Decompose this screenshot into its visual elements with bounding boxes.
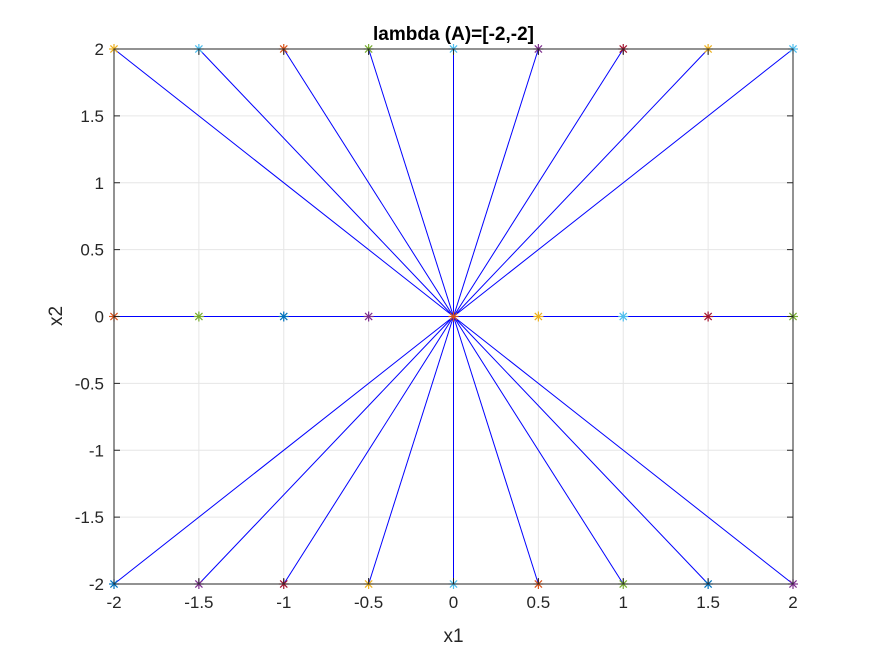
- trajectory-line: [453, 316, 624, 585]
- axis-ticks: [113, 48, 794, 585]
- trajectory-line: [368, 316, 454, 585]
- trajectory-line: [453, 316, 794, 585]
- x-tick-label: 2: [788, 593, 797, 612]
- trajectory-line: [453, 316, 709, 585]
- x-tick-label: 0.5: [527, 593, 551, 612]
- trajectory-line: [198, 316, 454, 585]
- y-tick-label: -1: [89, 441, 104, 460]
- trajectory-line: [453, 48, 624, 317]
- initial-point-marker: [703, 311, 714, 322]
- trajectory-line: [453, 48, 539, 317]
- x-tick-label: -0.5: [354, 593, 383, 612]
- trajectory-line: [113, 48, 454, 317]
- trajectory-line: [113, 316, 454, 585]
- y-tick-label: 0.5: [80, 241, 104, 260]
- y-tick-label: -2: [89, 575, 104, 594]
- y-tick-label: 0: [95, 308, 104, 327]
- end-point-marker: [448, 311, 459, 322]
- y-axis-label: x2: [46, 306, 67, 326]
- y-tick-label: 1.5: [80, 107, 104, 126]
- trajectory-line: [283, 316, 454, 585]
- x-tick-labels: -2 -1.5 -1 -0.5 0 0.5 1 1.5 2: [106, 593, 797, 612]
- initial-point-marker: [278, 311, 289, 322]
- trajectory-line: [283, 48, 454, 317]
- trajectory-line: [453, 316, 539, 585]
- y-tick-label: 1: [95, 174, 104, 193]
- x-tick-label: 1.5: [696, 593, 720, 612]
- y-tick-label: -1.5: [75, 508, 104, 527]
- initial-point-marker: [193, 311, 204, 322]
- x-tick-label: -1.5: [184, 593, 213, 612]
- x-tick-label: 0: [449, 593, 458, 612]
- trajectory-lines: [113, 48, 794, 585]
- trajectory-line: [368, 48, 454, 317]
- y-tick-labels: -2 -1.5 -1 -0.5 0 0.5 1 1.5 2: [75, 40, 104, 594]
- y-tick-label: 2: [95, 40, 104, 59]
- x-tick-label: -2: [106, 593, 121, 612]
- initial-point-marker: [363, 311, 374, 322]
- x-tick-label: -1: [276, 593, 291, 612]
- trajectory-line: [453, 48, 709, 317]
- trajectory-line: [198, 48, 454, 317]
- initial-point-marker: [618, 311, 629, 322]
- y-tick-label: -0.5: [75, 374, 104, 393]
- chart-title: lambda (A)=[-2,-2]: [373, 24, 534, 45]
- x-tick-label: 1: [619, 593, 628, 612]
- initial-point-marker: [533, 311, 544, 322]
- trajectory-line: [453, 48, 794, 317]
- x-axis-label: x1: [443, 626, 463, 647]
